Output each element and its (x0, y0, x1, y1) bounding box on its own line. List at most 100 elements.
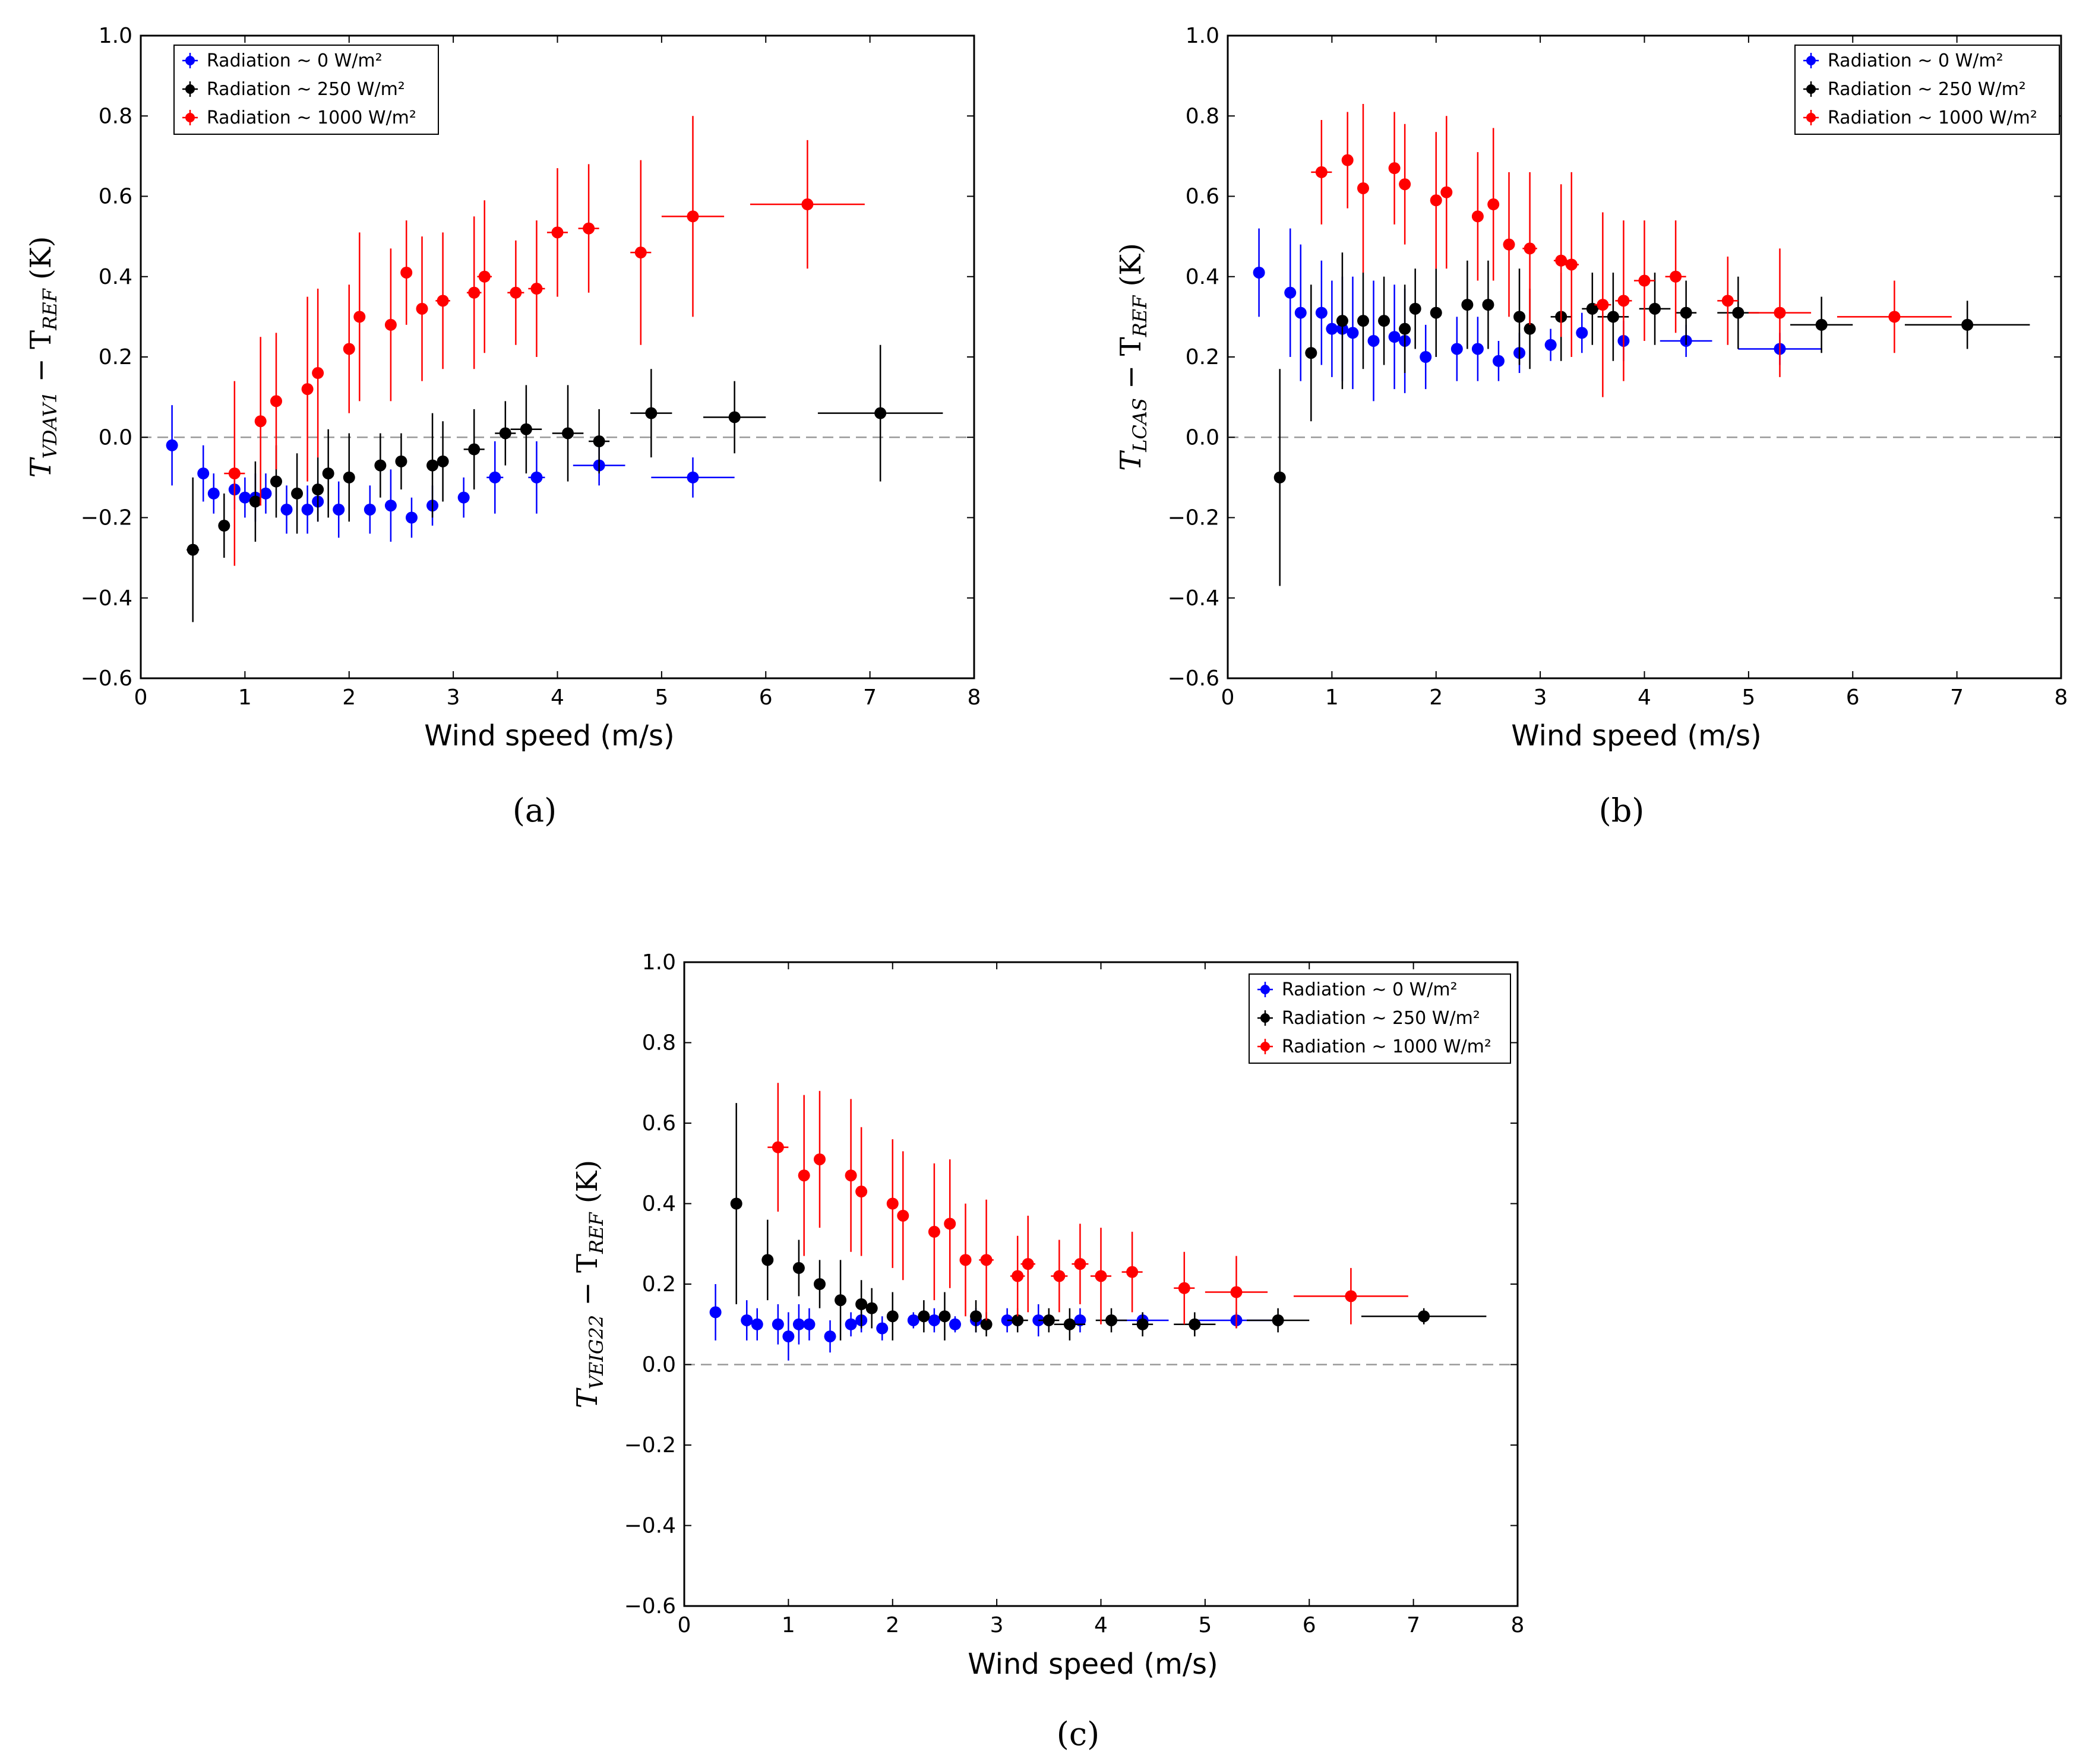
legend-markers (1257, 982, 1273, 1054)
marker (1888, 311, 1901, 323)
marker (166, 439, 178, 451)
data-point (1594, 212, 1611, 397)
data-point (1273, 369, 1286, 586)
x-tick-label: 5 (1198, 1613, 1212, 1637)
data-point (959, 1203, 972, 1317)
data-point (166, 405, 178, 486)
y-label-minus-t: − T (24, 330, 58, 391)
data-point (291, 453, 304, 534)
data-point (260, 473, 272, 514)
data-point (1471, 317, 1484, 381)
data-point (1121, 1231, 1143, 1313)
data-point (1513, 268, 1526, 365)
data-point (353, 232, 366, 402)
marker (798, 1169, 810, 1182)
marker (1471, 343, 1484, 355)
data-point (813, 1260, 826, 1308)
y-tick-label: 0.0 (1186, 425, 1219, 450)
marker (645, 407, 658, 419)
data-point (1293, 1267, 1408, 1324)
data-point (1074, 1308, 1086, 1333)
x-tick-label: 3 (990, 1613, 1004, 1637)
data-point (270, 333, 282, 470)
data-point (437, 421, 449, 502)
marker (239, 491, 251, 504)
x-tick-label: 4 (1638, 685, 1651, 710)
legend-marker-dot (1806, 84, 1816, 94)
marker (1440, 186, 1453, 198)
panel-a: 0 1 2 3 4 5 6 7 8−0.6−0.4−0.20.00.20.40.60.81.0 … (24, 24, 981, 829)
data-point (886, 1292, 899, 1341)
data-point (918, 1300, 930, 1333)
marker (197, 467, 210, 480)
marker (928, 1314, 940, 1326)
data-point (970, 1300, 982, 1333)
data-point (1576, 312, 1588, 353)
marker (1597, 299, 1609, 311)
y-tick-label: −0.4 (81, 586, 132, 611)
marker (343, 471, 355, 483)
data-point (1492, 340, 1505, 381)
marker (530, 471, 543, 483)
marker (803, 1318, 816, 1330)
data-point (1482, 260, 1494, 349)
y-tick-label: −0.6 (81, 666, 132, 691)
marker (583, 222, 595, 235)
data-point (1837, 280, 1952, 353)
marker (1524, 242, 1536, 255)
data-point (1582, 272, 1603, 345)
data-point (1361, 1308, 1487, 1324)
y-tick-label: −0.6 (624, 1594, 676, 1618)
data-point (750, 140, 865, 269)
marker (897, 1209, 909, 1222)
marker (1315, 166, 1328, 178)
data-point (578, 164, 599, 293)
data-point (187, 477, 200, 622)
marker (1555, 254, 1567, 267)
y-tick-label: −0.2 (624, 1433, 676, 1458)
data-point (589, 409, 610, 474)
marker (728, 411, 741, 423)
data-point (364, 485, 376, 534)
data-point (803, 1308, 816, 1341)
marker (874, 407, 887, 419)
data-point (1430, 132, 1442, 269)
data-point (824, 1320, 836, 1353)
data-point (944, 1159, 956, 1288)
legend-label-2: Radiation ~ 1000 W/m² (1828, 108, 2037, 128)
legend-label-0: Radiation ~ 0 W/m² (207, 50, 383, 71)
marker (333, 503, 345, 516)
y-tick-label: 0.4 (99, 265, 132, 289)
data-point (703, 381, 766, 454)
marker (1399, 323, 1411, 335)
marker (437, 455, 449, 467)
marker (824, 1330, 836, 1343)
marker (1126, 1266, 1139, 1278)
marker (364, 503, 376, 516)
data-point (312, 289, 324, 458)
x-tick-label: 8 (2055, 685, 2068, 710)
x-tick-label: 0 (134, 685, 148, 710)
marker (551, 226, 564, 239)
marker (687, 210, 699, 223)
x-tick-label: 7 (1950, 685, 1964, 710)
marker (270, 475, 282, 488)
marker (1053, 1270, 1066, 1282)
marker (835, 1294, 847, 1307)
data-point (1633, 220, 1655, 341)
data-point (405, 497, 418, 538)
data-point (1790, 296, 1853, 353)
data-point (709, 1284, 722, 1341)
marker (1461, 299, 1474, 311)
marker (301, 503, 314, 516)
panel-b: 0 1 2 3 4 5 6 7 8−0.6−0.4−0.20.00.20.40.60.81.0 … (1114, 24, 2068, 829)
marker (970, 1310, 982, 1323)
x-tick-label: 1 (1325, 685, 1339, 710)
data-point (1904, 301, 2030, 349)
x-tick-label: 1 (238, 685, 252, 710)
marker (1544, 339, 1557, 351)
y-label-unit: (K) (24, 236, 58, 289)
marker (865, 1302, 878, 1314)
data-point (466, 216, 482, 369)
y-tick-label: 0.4 (642, 1192, 676, 1216)
